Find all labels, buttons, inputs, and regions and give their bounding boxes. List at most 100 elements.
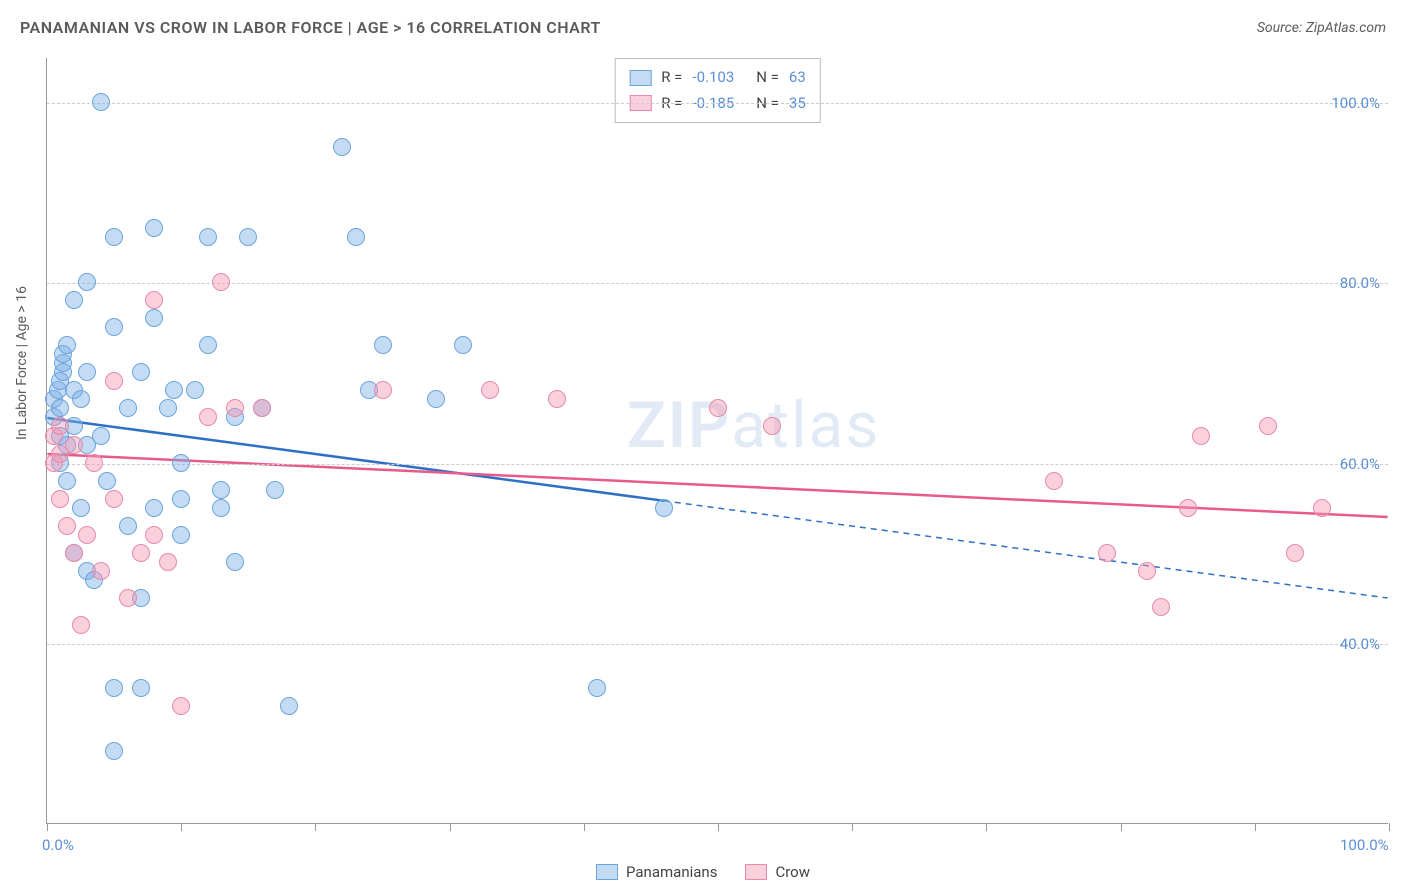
data-point	[145, 309, 163, 327]
gridline	[47, 103, 1388, 104]
gridline	[47, 644, 1388, 645]
data-point	[145, 526, 163, 544]
data-point	[159, 399, 177, 417]
x-tick	[1121, 823, 1122, 831]
data-point	[105, 679, 123, 697]
data-point	[51, 417, 69, 435]
data-point	[333, 138, 351, 156]
data-point	[454, 336, 472, 354]
data-point	[212, 481, 230, 499]
data-point	[98, 472, 116, 490]
data-point	[212, 499, 230, 517]
x-tick	[986, 823, 987, 831]
data-point	[72, 390, 90, 408]
data-point	[105, 742, 123, 760]
gridline	[47, 464, 1388, 465]
data-point	[347, 228, 365, 246]
data-point	[1152, 598, 1170, 616]
data-point	[280, 697, 298, 715]
data-point	[374, 336, 392, 354]
data-point	[119, 399, 137, 417]
data-point	[105, 228, 123, 246]
data-point	[165, 381, 183, 399]
data-point	[186, 381, 204, 399]
data-point	[374, 381, 392, 399]
data-point	[92, 93, 110, 111]
data-point	[172, 454, 190, 472]
legend-item: Panamanians	[596, 863, 717, 881]
chart-title: PANAMANIAN VS CROW IN LABOR FORCE | AGE …	[20, 18, 601, 37]
data-point	[212, 273, 230, 291]
data-point	[132, 363, 150, 381]
data-point	[199, 228, 217, 246]
correlation-legend: R = -0.103N = 63R = -0.185N = 35	[614, 58, 821, 123]
data-point	[145, 499, 163, 517]
data-point	[51, 490, 69, 508]
data-point	[105, 490, 123, 508]
data-point	[65, 544, 83, 562]
y-tick-label: 100.0%	[1331, 94, 1380, 112]
x-tick-label: 100.0%	[1340, 836, 1389, 854]
y-tick-label: 40.0%	[1340, 635, 1380, 653]
data-point	[199, 408, 217, 426]
data-point	[58, 517, 76, 535]
data-point	[253, 399, 271, 417]
x-tick	[181, 823, 182, 831]
data-point	[763, 417, 781, 435]
chart-source: Source: ZipAtlas.com	[1257, 20, 1386, 36]
y-axis-label: In Labor Force | Age > 16	[14, 286, 30, 440]
data-point	[132, 679, 150, 697]
x-tick-label: 0.0%	[42, 836, 74, 854]
data-point	[1179, 499, 1197, 517]
x-tick	[584, 823, 585, 831]
trend-lines	[47, 58, 1388, 823]
x-tick	[852, 823, 853, 831]
data-point	[239, 228, 257, 246]
data-point	[1259, 417, 1277, 435]
scatter-chart: ZIPatlas R = -0.103N = 63R = -0.185N = 3…	[46, 58, 1388, 824]
data-point	[1313, 499, 1331, 517]
x-tick	[1255, 823, 1256, 831]
data-point	[1138, 562, 1156, 580]
watermark: ZIPatlas	[627, 388, 880, 463]
data-point	[51, 399, 69, 417]
data-point	[266, 481, 284, 499]
data-point	[145, 219, 163, 237]
legend-swatch	[745, 864, 767, 880]
data-point	[105, 318, 123, 336]
legend-item: Crow	[745, 863, 810, 881]
x-tick	[47, 823, 48, 831]
data-point	[226, 553, 244, 571]
data-point	[709, 399, 727, 417]
data-point	[72, 616, 90, 634]
y-tick-label: 80.0%	[1340, 274, 1380, 292]
data-point	[427, 390, 445, 408]
data-point	[85, 454, 103, 472]
chart-header: PANAMANIAN VS CROW IN LABOR FORCE | AGE …	[20, 18, 1386, 37]
x-tick	[718, 823, 719, 831]
legend-row: R = -0.103N = 63	[629, 65, 806, 91]
data-point	[159, 553, 177, 571]
data-point	[1192, 427, 1210, 445]
data-point	[1286, 544, 1304, 562]
x-tick	[1389, 823, 1390, 831]
data-point	[199, 336, 217, 354]
data-point	[481, 381, 499, 399]
data-point	[78, 363, 96, 381]
x-tick	[450, 823, 451, 831]
data-point	[72, 499, 90, 517]
y-tick-label: 60.0%	[1340, 455, 1380, 473]
data-point	[58, 472, 76, 490]
data-point	[172, 490, 190, 508]
data-point	[65, 291, 83, 309]
data-point	[105, 372, 123, 390]
data-point	[588, 679, 606, 697]
legend-swatch	[629, 70, 651, 86]
data-point	[132, 544, 150, 562]
data-point	[65, 436, 83, 454]
data-point	[655, 499, 673, 517]
data-point	[1098, 544, 1116, 562]
data-point	[548, 390, 566, 408]
x-tick	[315, 823, 316, 831]
data-point	[119, 589, 137, 607]
